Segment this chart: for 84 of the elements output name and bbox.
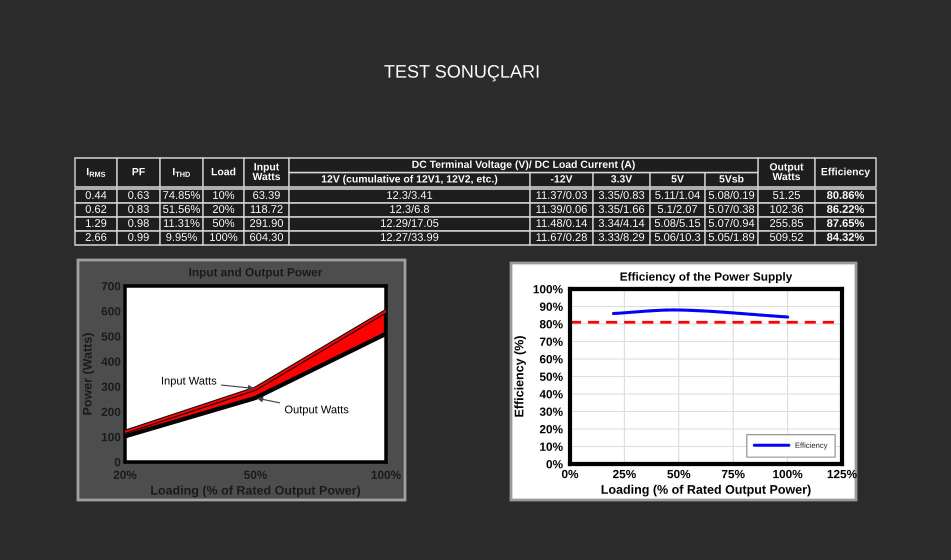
text: 604.30	[250, 233, 284, 241]
text: 5.06/10.3	[654, 232, 700, 241]
category-label: Load	[212, 168, 236, 176]
category-label: I$_{RMS}$	[86, 168, 106, 177]
x-tick-label: 125%	[828, 470, 857, 478]
x-tick-label: 100%	[773, 470, 802, 478]
category-label: I$_{THD}$	[173, 168, 190, 177]
text: 5.07/0.94	[708, 218, 754, 227]
text: 12.3/6.8	[390, 204, 430, 213]
text: 86.22%	[827, 205, 864, 213]
text: TEST SONUÇLARI	[384, 64, 538, 82]
text: 509.52	[770, 233, 803, 241]
text: 3.34/4.14	[598, 218, 644, 227]
category-label: 5V	[671, 175, 684, 183]
y-tick-label: 50%	[540, 372, 563, 381]
text: 11.67/0.28	[536, 232, 587, 241]
x-axis-title: Loading (% of Rated Output Power)	[602, 484, 811, 496]
text: 11.31%	[164, 219, 200, 227]
text: 5.08/0.19	[708, 190, 754, 199]
y-tick-label: 20%	[540, 425, 563, 434]
text: 87.65%	[827, 219, 864, 227]
text: DC Terminal Voltage (V)/ DC Load Current (A)	[412, 160, 635, 170]
category-label: Efficiency	[822, 168, 870, 178]
category-label: 12V (cumulative of 12V1, 12V2, etc.)	[322, 174, 498, 185]
category-label: Input Watts	[252, 163, 280, 180]
text: 3.35/0.83	[598, 190, 644, 199]
text: 10%	[213, 191, 234, 199]
text: 12.29/17.05	[381, 218, 438, 227]
text: 12.27/33.99	[381, 232, 438, 241]
text: 11.39/0.06	[536, 204, 587, 213]
series-label: Output Watts	[284, 406, 348, 416]
x-tick-label: 75%	[722, 470, 745, 478]
text: 2.66	[86, 233, 106, 241]
text: 50%	[212, 219, 234, 227]
y-tick-label: 0%	[546, 460, 563, 468]
text: 63.39	[253, 191, 280, 199]
y-tick-label: 100%	[534, 285, 563, 294]
text: 100%	[210, 233, 238, 241]
text: 0.98	[128, 219, 149, 227]
text: 80.86%	[827, 191, 864, 199]
y-axis-title: Efficiency (%)	[514, 336, 526, 417]
text: 5.1/2.07	[658, 204, 698, 213]
text: 118.72	[250, 205, 283, 213]
category-label: -12V	[550, 175, 572, 182]
text: 84.32%	[827, 233, 864, 241]
text: 9.95%	[166, 233, 197, 241]
y-tick-label: 90%	[540, 302, 563, 311]
y-tick-label: 70%	[540, 338, 563, 346]
text: 0.99	[128, 233, 149, 241]
text: 51.25	[773, 191, 800, 199]
text: 291.90	[250, 219, 284, 227]
category-label: Output Watts	[770, 163, 804, 180]
text: 0.62	[86, 205, 106, 213]
text: 74.85%	[163, 191, 200, 199]
text: 0.44	[86, 191, 106, 199]
text: 51.56%	[163, 205, 200, 213]
text: 11.37/0.03	[536, 190, 587, 199]
text: 0.83	[128, 205, 149, 213]
text: 3.33/8.29	[598, 232, 644, 241]
y-tick-label: 10%	[540, 442, 563, 451]
text: 11.48/0.14	[536, 218, 588, 227]
text: 5.08/5.15	[654, 218, 700, 227]
text: 1.29	[86, 219, 106, 227]
text: 3.35/1.66	[598, 204, 644, 213]
category-label: PF	[132, 168, 145, 176]
chart-title: Efficiency of the Power Supply	[620, 272, 792, 284]
text: 5.07/0.38	[708, 204, 754, 213]
text: 5.05/1.89	[708, 232, 754, 241]
text: 0.63	[128, 191, 149, 199]
category-label: 5Vsb	[719, 174, 744, 183]
y-tick-label: 30%	[540, 408, 563, 416]
text: 255.85	[770, 219, 804, 227]
text: 20%	[212, 205, 234, 213]
y-tick-label: 60%	[540, 355, 563, 364]
y-tick-label: 80%	[540, 320, 563, 328]
x-tick-label: 25%	[612, 470, 636, 478]
legend-label: Input Watts	[162, 376, 216, 387]
x-tick-label: 0%	[562, 470, 578, 478]
text: 102.36	[770, 205, 804, 213]
text: 12.3/3.41	[387, 190, 432, 199]
y-tick-label: 40%	[540, 390, 563, 398]
x-tick-label: 50%	[667, 470, 690, 478]
text: 5.11/1.04	[655, 190, 700, 199]
category-label: 3.3V	[611, 175, 632, 183]
